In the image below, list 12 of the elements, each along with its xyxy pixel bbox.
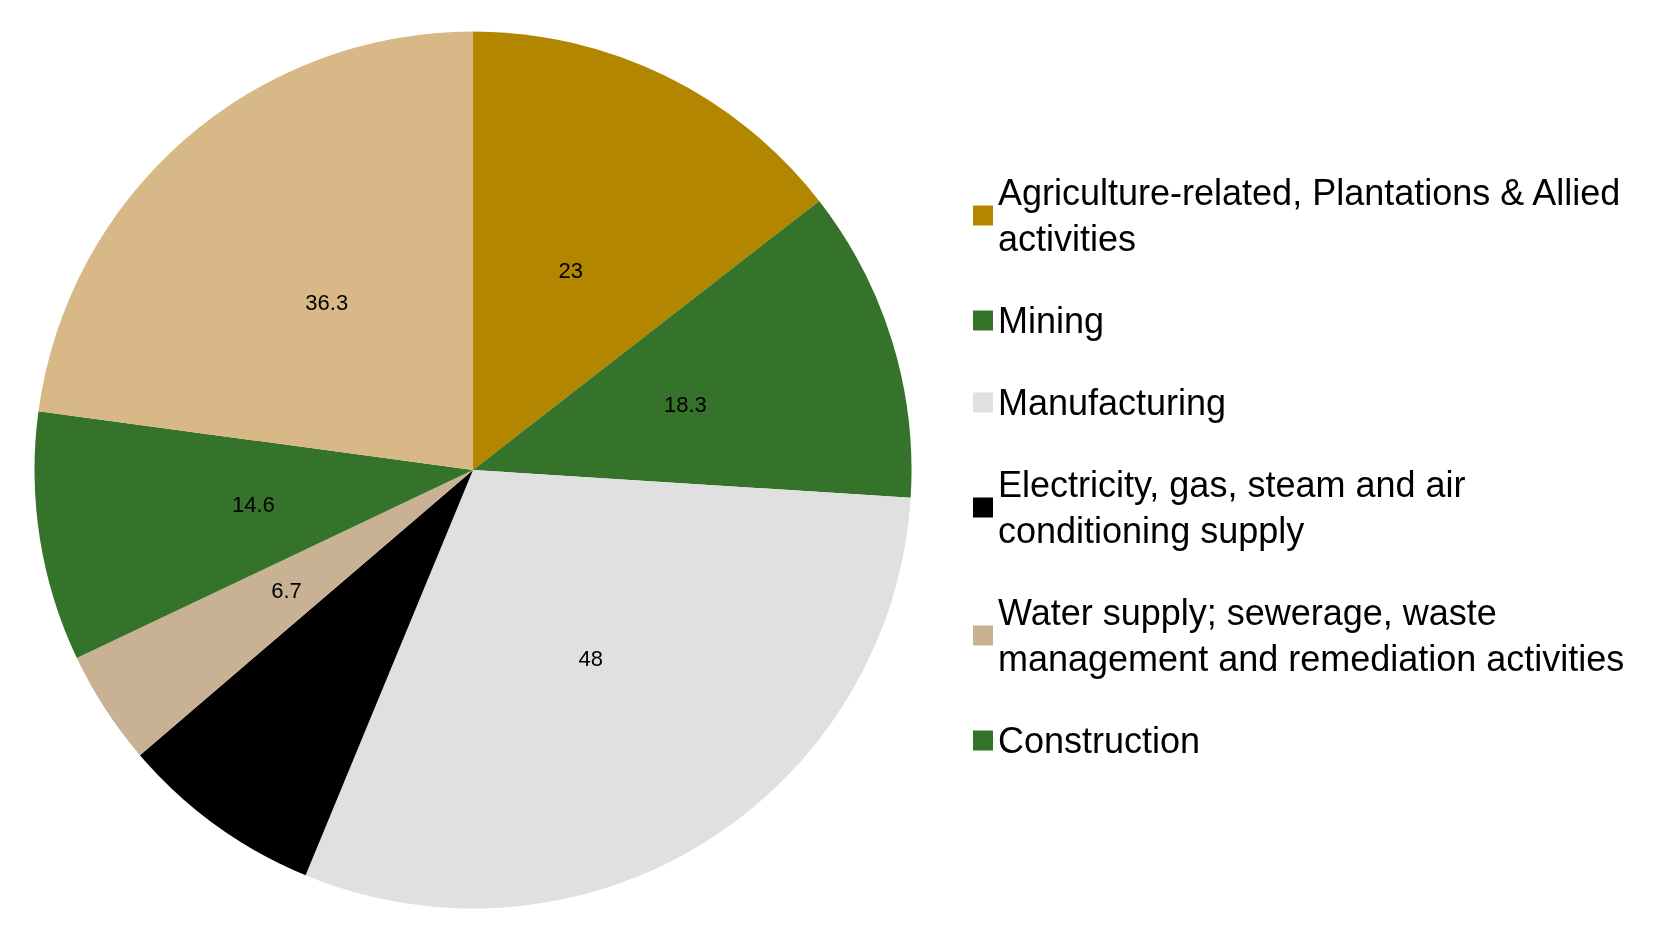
data-label: 14.6 [231,491,275,517]
data-label: 6.7 [271,578,302,604]
data-label: 18.3 [664,392,707,418]
data-label: 36.3 [305,290,349,316]
legend-label: Mining [998,300,1105,341]
legend-label: Manufacturing [998,382,1227,423]
legend-label: Water supply; sewerage, waste management and remediation activities [998,592,1625,679]
legend-label: Construction [998,720,1201,761]
legend-label: Electricity, gas, steam and air conditioning supply [998,464,1476,551]
data-label: 23 [558,257,583,283]
data-label: 48 [578,646,603,672]
legend-label: Agriculture-related, Plantations & Allied activities [998,172,1631,259]
